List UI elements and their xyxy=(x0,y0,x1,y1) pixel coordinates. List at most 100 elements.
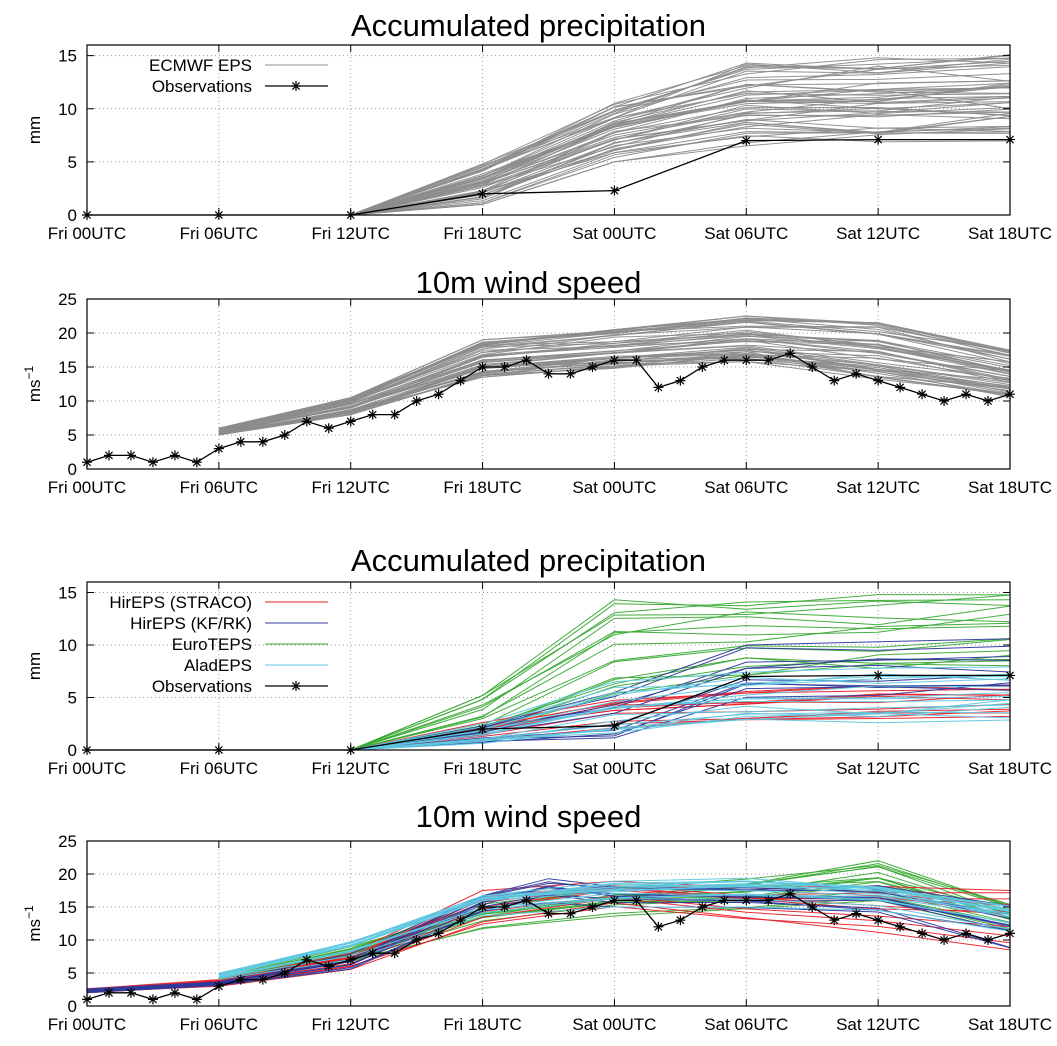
star-marker xyxy=(917,928,928,939)
y-tick-label: 0 xyxy=(68,997,77,1016)
ensemble-member-line xyxy=(218,338,1011,431)
ensemble-member-line xyxy=(350,107,1011,216)
x-tick-label: Fri 06UTC xyxy=(180,1015,258,1034)
observation-point xyxy=(609,355,620,366)
chart-panel-3: Accumulated precipitation 0 5 10 15 Fri 00UT… xyxy=(0,535,1057,785)
star-marker xyxy=(169,987,180,998)
star-marker xyxy=(389,409,400,420)
observation-point xyxy=(697,362,708,372)
star-marker xyxy=(235,974,246,985)
star-marker xyxy=(851,908,862,919)
star-marker xyxy=(653,921,664,932)
ensemble-member-line xyxy=(350,106,1011,216)
y-axis-label: mm xyxy=(25,652,44,680)
observation-point xyxy=(169,987,180,998)
chart-svg: 0 5 10 15 20 25 Fri 00UTC Fri 06UTC Fri 12UTC Fri… xyxy=(22,832,1052,1034)
chart-title: Accumulated precipitation xyxy=(351,8,706,43)
observation-point xyxy=(741,671,752,682)
x-tick-label: Sat 00UTC xyxy=(572,224,656,243)
observation-point xyxy=(609,720,620,731)
y-tick-label: 5 xyxy=(68,964,77,983)
observation-point xyxy=(961,389,972,400)
observation-point xyxy=(917,928,928,939)
observation-point xyxy=(213,981,224,992)
x-tick-label: Sat 18UTC xyxy=(968,224,1052,243)
star-marker xyxy=(169,450,180,461)
star-marker xyxy=(873,375,884,386)
star-marker xyxy=(213,981,224,992)
star-marker xyxy=(763,355,774,366)
observation-point xyxy=(719,895,730,906)
star-marker xyxy=(807,362,818,372)
observation-point xyxy=(455,375,466,386)
observation-point xyxy=(235,974,246,985)
observation-point xyxy=(829,915,840,926)
y-tick-label: 10 xyxy=(58,100,77,119)
ensemble-member-line xyxy=(350,135,1011,216)
observation-point xyxy=(609,185,620,196)
star-marker xyxy=(521,895,532,906)
x-tick-label: Fri 18UTC xyxy=(443,478,521,497)
observation-point xyxy=(411,396,422,406)
y-tick-label: 0 xyxy=(68,460,77,479)
observation-point xyxy=(873,134,884,145)
ensemble-member-line xyxy=(350,115,1011,216)
star-marker xyxy=(411,396,422,406)
star-marker xyxy=(631,895,642,906)
star-marker xyxy=(543,368,554,379)
ensemble-member-line xyxy=(218,883,1011,975)
star-marker xyxy=(565,368,576,379)
observation-point xyxy=(609,895,620,906)
star-marker xyxy=(675,375,686,386)
star-marker xyxy=(477,902,488,912)
x-tick-label: Fri 12UTC xyxy=(312,478,390,497)
plot-frame xyxy=(86,44,1011,216)
star-marker xyxy=(257,974,268,985)
star-marker xyxy=(895,921,906,932)
star-marker xyxy=(851,368,862,379)
observation-point xyxy=(191,457,202,468)
y-axis-label: ms−1 xyxy=(22,366,44,403)
observation-point xyxy=(851,908,862,919)
y-tick-label: 5 xyxy=(68,689,77,708)
star-marker xyxy=(719,895,730,906)
star-marker xyxy=(785,348,796,359)
star-marker xyxy=(609,720,620,731)
chart-svg: 0 5 10 15 Fri 00UTC Fri 06UTC Fri 12UTC Fri 18U… xyxy=(25,44,1052,243)
observation-point xyxy=(389,409,400,420)
star-marker xyxy=(521,355,532,366)
star-marker xyxy=(323,961,334,972)
observation-point xyxy=(103,450,114,461)
observation-point xyxy=(873,670,884,681)
observation-point xyxy=(807,362,818,372)
star-marker xyxy=(675,915,686,926)
observation-point xyxy=(147,994,158,1005)
x-tick-label: Sat 06UTC xyxy=(704,1015,788,1034)
star-marker xyxy=(301,416,312,427)
observation-point xyxy=(323,423,334,434)
star-marker xyxy=(191,994,202,1005)
y-tick-label: 10 xyxy=(58,931,77,950)
star-marker xyxy=(741,355,752,366)
ensemble-ecmwf-eps xyxy=(350,54,1011,216)
observation-point xyxy=(807,902,818,912)
y-tick-label: 15 xyxy=(58,358,77,377)
star-marker xyxy=(411,935,422,945)
observation-point xyxy=(565,908,576,919)
plot-frame xyxy=(86,840,1011,1007)
star-marker xyxy=(939,935,950,945)
x-tick-label: Sat 00UTC xyxy=(572,478,656,497)
ensemble-member-line xyxy=(350,95,1011,216)
observation-point xyxy=(125,987,136,998)
observation-point xyxy=(235,436,246,447)
star-marker xyxy=(697,362,708,372)
chart-panel-2: 10m wind speed 0 5 10 15 20 25 Fri 00UTC Fri 06… xyxy=(0,262,1057,512)
star-marker xyxy=(917,389,928,400)
legend-label: ECMWF EPS xyxy=(149,56,252,75)
star-marker xyxy=(389,948,400,959)
x-tick-label: Fri 00UTC xyxy=(48,224,126,243)
observation-point xyxy=(345,954,356,965)
star-marker xyxy=(829,375,840,386)
observation-point xyxy=(741,135,752,146)
observation-point xyxy=(213,443,224,454)
